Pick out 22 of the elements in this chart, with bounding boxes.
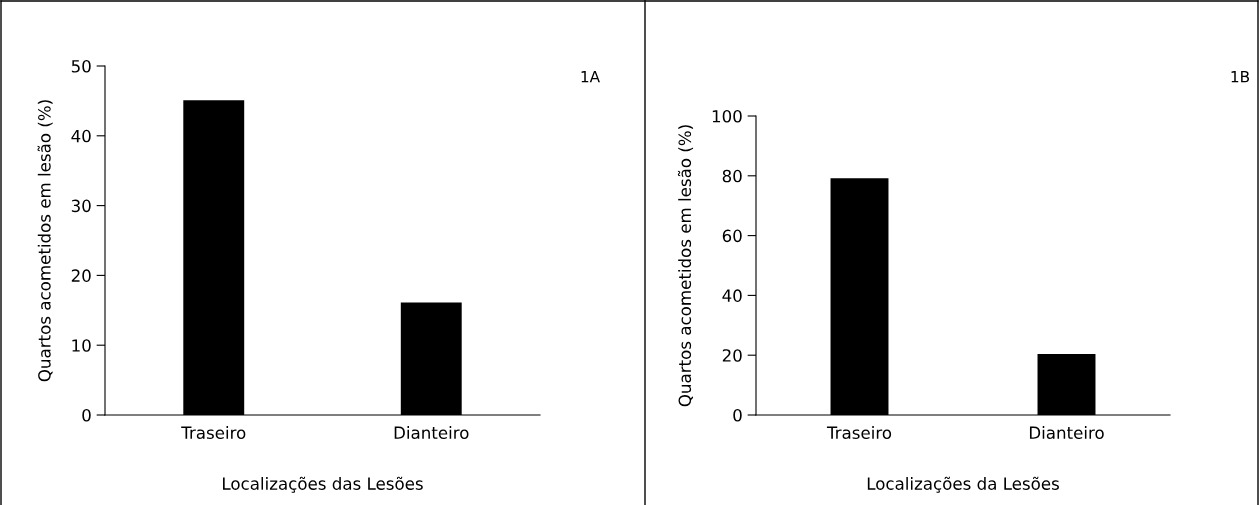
y-tick-label: 80 bbox=[722, 169, 742, 183]
y-tick-label: 100 bbox=[712, 109, 742, 123]
x-axis-title: Localizações das Lesões bbox=[223, 476, 423, 493]
text: 1A bbox=[581, 71, 600, 83]
x-tick-label: Dianteiro bbox=[1029, 426, 1104, 440]
y-tick-label: 10 bbox=[72, 339, 91, 352]
y-tick-label: 30 bbox=[71, 199, 91, 213]
x-tick-label: Dianteiro bbox=[394, 426, 469, 440]
y-axis-title: Quartos acometidos em lesão (%) bbox=[37, 100, 53, 382]
y-tick-label: 0 bbox=[82, 408, 91, 422]
y-tick-label: 20 bbox=[722, 349, 742, 362]
y-tick-label: 20 bbox=[71, 269, 91, 282]
x-tick-label: Traseiro bbox=[826, 426, 892, 440]
y-axis-title: Quartos acometidos em lesão (%) bbox=[677, 125, 694, 407]
y-tick-label: 40 bbox=[71, 129, 91, 143]
x-tick-label: Traseiro bbox=[181, 426, 246, 440]
y-tick-label: 0 bbox=[733, 408, 742, 422]
text: 1B bbox=[1231, 71, 1250, 83]
y-tick-label: 50 bbox=[71, 59, 91, 73]
x-axis-title: Localizações da Lesões bbox=[867, 476, 1059, 493]
y-tick-label: 60 bbox=[722, 229, 742, 243]
y-tick-label: 40 bbox=[722, 289, 742, 302]
